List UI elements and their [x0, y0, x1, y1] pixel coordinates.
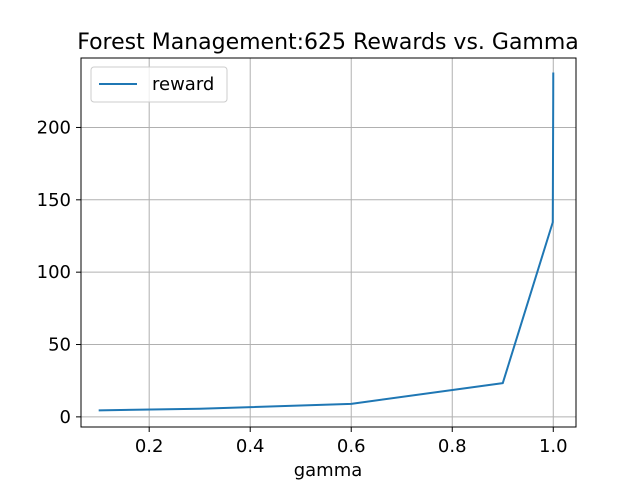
- y-tick-label: 50: [48, 335, 71, 356]
- chart-title: Forest Management:625 Rewards vs. Gamma: [77, 30, 579, 55]
- legend-box: [90, 66, 228, 103]
- plot-area-frame: [80, 57, 577, 428]
- legend-label-reward: reward: [152, 74, 214, 95]
- y-tick-label: 100: [37, 262, 71, 283]
- tick-layer: 0.2 0.4 0.6 0.8 1.0 0 50 100 150 200: [37, 117, 568, 457]
- y-tick-label: 150: [37, 190, 71, 211]
- y-tick-label: 200: [37, 117, 71, 138]
- grid-layer: [81, 58, 576, 427]
- series-layer: [98, 72, 555, 412]
- x-tick-label: 0.6: [337, 436, 366, 457]
- x-tick-label: 1.0: [539, 436, 568, 457]
- y-tick-label: 0: [60, 407, 71, 428]
- x-tick-label: 0.2: [135, 436, 164, 457]
- legend: reward: [90, 66, 228, 103]
- x-tick-label: 0.8: [438, 436, 467, 457]
- x-tick-label: 0.4: [236, 436, 265, 457]
- series-line-reward: [98, 72, 555, 412]
- x-axis-title: gamma: [294, 460, 363, 480]
